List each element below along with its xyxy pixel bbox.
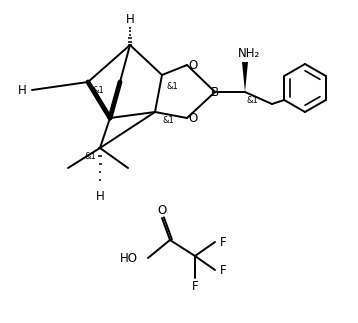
Text: &1: &1 bbox=[84, 151, 96, 161]
Text: O: O bbox=[188, 111, 198, 124]
Text: O: O bbox=[158, 204, 166, 217]
Text: &1: &1 bbox=[92, 86, 104, 95]
Text: F: F bbox=[192, 280, 198, 294]
Text: &1: &1 bbox=[246, 96, 258, 105]
Polygon shape bbox=[242, 62, 248, 92]
Text: &1: &1 bbox=[162, 116, 174, 124]
Text: B: B bbox=[211, 86, 219, 99]
Text: &1: &1 bbox=[166, 81, 178, 90]
Text: H: H bbox=[96, 190, 105, 203]
Text: O: O bbox=[188, 58, 198, 71]
Text: HO: HO bbox=[120, 252, 138, 265]
Text: NH₂: NH₂ bbox=[238, 47, 260, 59]
Text: F: F bbox=[220, 235, 226, 248]
Text: F: F bbox=[220, 264, 226, 276]
Text: H: H bbox=[18, 84, 27, 97]
Text: H: H bbox=[126, 13, 134, 26]
